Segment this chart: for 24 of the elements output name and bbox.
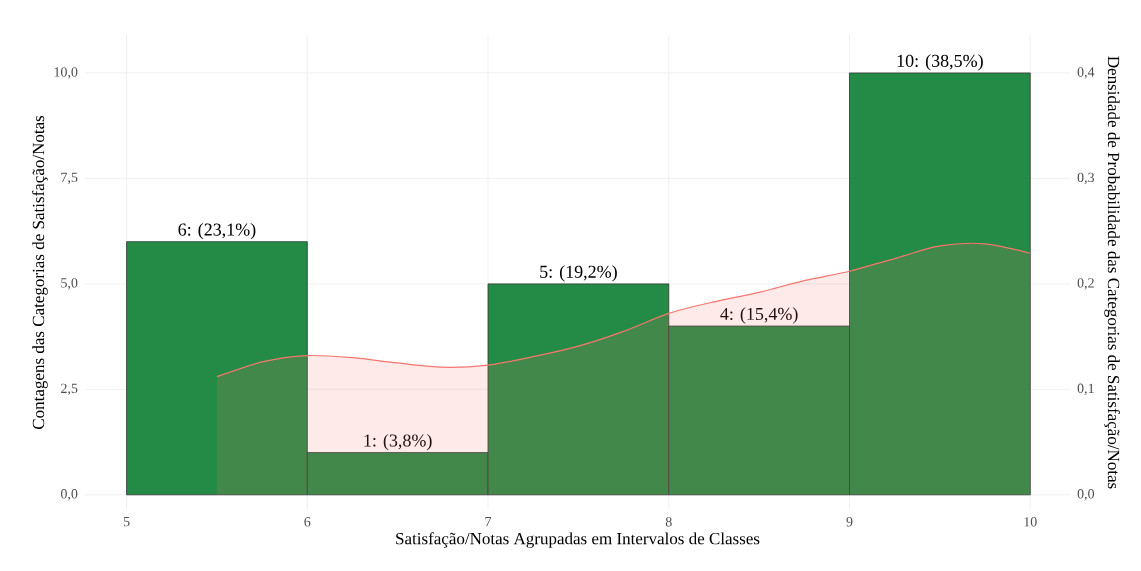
x-tick-label: 6 [304, 517, 311, 527]
data-label: 6: (23,1%) [178, 222, 256, 240]
y-tick-label: 2,5 [61, 383, 78, 396]
data-label: 5: (19,2%) [540, 265, 617, 282]
x-tick-label: 7 [485, 517, 492, 527]
data-label: 10: (38,5%) [897, 54, 983, 71]
y2-tick-label: 0,0 [1077, 489, 1095, 501]
y2-tick-label: 0,2 [1077, 278, 1094, 290]
data-label: 4: (15,4%) [720, 307, 798, 324]
y-tick-label: 10,0 [54, 67, 78, 79]
data-label: 1: (3,8%) [364, 433, 432, 451]
y-tick-label: 7,5 [61, 172, 78, 185]
y2-axis-title: Densidade de Probabilidade das Categorias de Satisfação/Notas [1104, 56, 1120, 489]
x-tick-label: 10 [1024, 517, 1037, 527]
x-tick-label: 8 [665, 517, 672, 527]
x-tick-label: 5 [123, 517, 130, 527]
y2-tick-label: 0,1 [1077, 383, 1094, 396]
y2-tick-label: 0,3 [1077, 172, 1095, 185]
y-tick-label: 5,0 [61, 278, 78, 290]
y-tick-label: 0,0 [60, 489, 78, 501]
x-tick-label: 9 [846, 517, 853, 527]
x-axis-title: Satisfação/Notas Agrupadas em Intervalos de Classes [396, 532, 760, 548]
y2-tick-label: 0,4 [1077, 67, 1095, 79]
y-axis-title: Contagens das Categorias de Satisfação/Notas [32, 115, 48, 429]
